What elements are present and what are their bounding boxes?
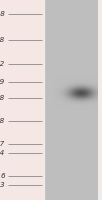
Text: 28: 28	[0, 118, 5, 124]
Text: 14: 14	[0, 150, 5, 156]
Text: 98: 98	[0, 37, 5, 43]
Text: 3: 3	[1, 182, 5, 188]
Text: 49: 49	[0, 79, 5, 85]
Text: 6: 6	[1, 173, 5, 179]
Text: 62: 62	[0, 61, 5, 67]
Text: 98: 98	[0, 37, 5, 43]
Text: 17: 17	[0, 141, 5, 147]
Text: 49: 49	[0, 79, 5, 85]
Bar	[0, 0, 45, 200]
Text: 188: 188	[0, 11, 5, 17]
Bar	[98, 0, 102, 200]
Text: 6: 6	[1, 173, 5, 179]
Text: 3: 3	[1, 182, 5, 188]
Text: 17: 17	[0, 141, 5, 147]
Text: 62: 62	[0, 61, 5, 67]
Bar	[45, 0, 102, 200]
Text: 38: 38	[0, 95, 5, 101]
Text: 188: 188	[0, 11, 5, 17]
Text: 28: 28	[0, 118, 5, 124]
Text: 14: 14	[0, 150, 5, 156]
Text: 38: 38	[0, 95, 5, 101]
Bar	[0, 0, 45, 200]
Bar	[99, 0, 102, 200]
